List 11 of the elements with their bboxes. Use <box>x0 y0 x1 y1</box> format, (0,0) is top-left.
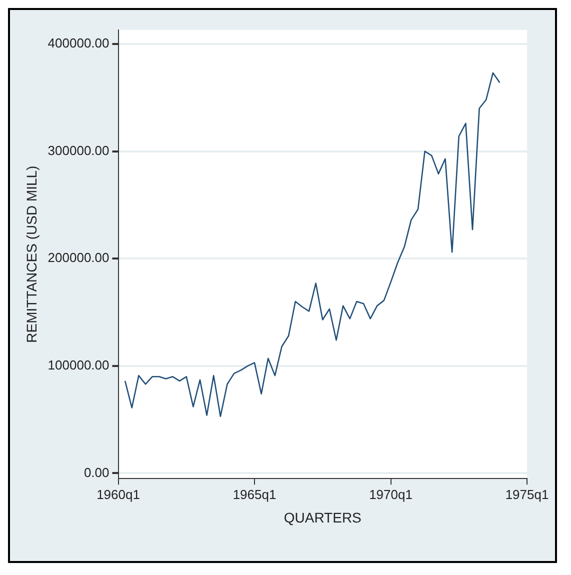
y-tick-label: 100000.00 <box>48 357 110 372</box>
y-tick-label: 0.00 <box>84 464 110 480</box>
x-tick-label: 1960q1 <box>96 486 140 502</box>
x-axis-title: QUARTERS <box>284 509 362 526</box>
x-tick-label: 1975q1 <box>505 486 549 502</box>
y-tick-label: 400000.00 <box>48 36 110 51</box>
x-tick-label: 1970q1 <box>369 486 412 502</box>
x-tick-label: 1965q1 <box>232 486 276 502</box>
y-tick-label: 200000.00 <box>48 250 110 266</box>
y-axis-title: REMITTANCES (USD MILL) <box>23 166 40 343</box>
y-tick-label: 300000.00 <box>48 142 110 158</box>
